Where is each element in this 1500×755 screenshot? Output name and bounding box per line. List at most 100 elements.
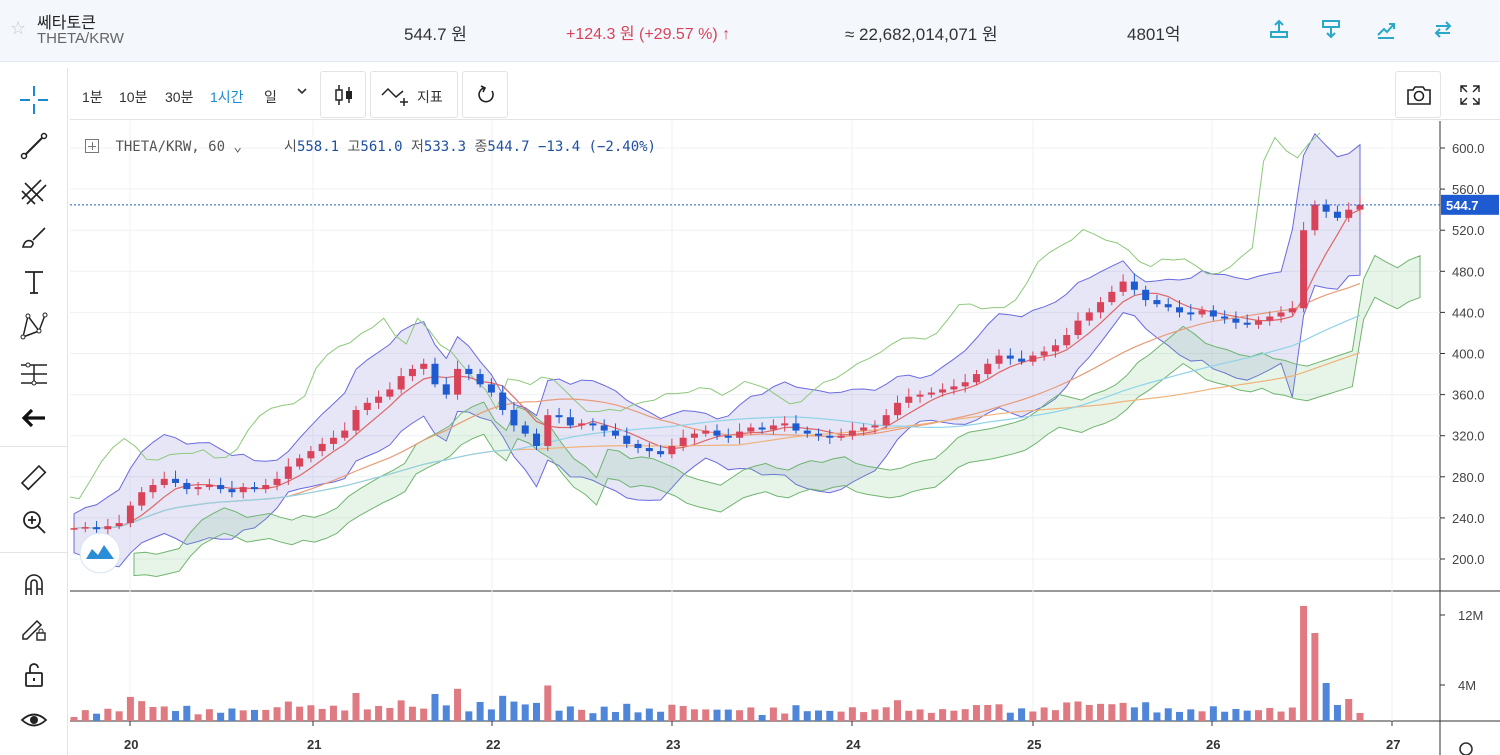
volume-bar	[1097, 703, 1105, 721]
fib-icon[interactable]	[14, 174, 54, 210]
candle-body	[972, 374, 980, 383]
indicators-button[interactable]: 지표	[370, 71, 458, 118]
watermark-logo-shape	[86, 545, 114, 559]
volume-bar	[837, 711, 845, 721]
legend-close: 544.7	[487, 139, 530, 155]
volume-bar	[510, 701, 518, 721]
volume-bar	[961, 709, 969, 721]
candle-body	[657, 451, 665, 455]
indicator-wave-icon	[381, 87, 408, 106]
coin-name: 쎄타토큰	[37, 15, 96, 32]
tf-1min[interactable]: 1분	[82, 89, 103, 105]
volume-bar	[442, 705, 450, 721]
reset-button[interactable]	[462, 71, 508, 118]
volume-bar	[972, 705, 980, 721]
candle-body	[93, 527, 101, 530]
volume-bar	[1300, 606, 1308, 721]
candle-body	[1040, 351, 1048, 356]
back-arrow-icon[interactable]	[14, 400, 54, 436]
export-icon[interactable]	[1268, 18, 1290, 40]
volume-bar	[487, 709, 495, 721]
favorite-star-icon[interactable]: ☆	[10, 18, 27, 38]
volume-bar	[1063, 702, 1071, 721]
tf-10min[interactable]: 10분	[119, 89, 148, 105]
volume-bar	[657, 711, 665, 721]
volume-bar	[183, 705, 191, 721]
volume-bar	[1345, 699, 1353, 721]
price-tick-label-6: 360.0	[1452, 388, 1485, 403]
zoom-in-icon[interactable]	[14, 504, 54, 540]
candle-body	[893, 402, 901, 416]
volume-bar	[205, 709, 213, 721]
candle-body	[115, 523, 123, 527]
measure-icon[interactable]	[14, 356, 54, 392]
candle-body	[589, 423, 597, 426]
candle-body	[555, 415, 563, 418]
volume-bar	[950, 710, 958, 721]
candle-body	[860, 427, 868, 431]
candle-body	[781, 423, 789, 426]
pin-down-icon[interactable]	[1320, 18, 1342, 40]
volume-bar	[239, 710, 247, 721]
volume-bar	[1142, 702, 1150, 721]
pattern-icon[interactable]	[14, 308, 54, 344]
swap-icon[interactable]	[1432, 18, 1454, 40]
volume-bar	[555, 710, 563, 721]
candle-body	[950, 386, 958, 390]
candle-body	[815, 433, 823, 436]
settings-gear-icon[interactable]	[1459, 742, 1473, 755]
legend-symbol[interactable]: THETA/KRW, 60	[115, 139, 226, 155]
volume-bar	[431, 693, 439, 721]
volume-bar	[341, 710, 349, 721]
legend-expand-icon[interactable]	[85, 139, 99, 153]
text-icon[interactable]	[14, 264, 54, 300]
volume-bar	[747, 707, 755, 721]
screenshot-button[interactable]	[1395, 71, 1441, 118]
lock-draw-icon[interactable]	[14, 610, 54, 646]
magnet-icon[interactable]	[14, 566, 54, 602]
price-tick-label-9: 240.0	[1452, 511, 1485, 526]
candle-body	[736, 431, 744, 438]
candle-type-button[interactable]	[320, 71, 366, 118]
trend-up-icon[interactable]	[1375, 18, 1397, 40]
tf-1hour[interactable]: 1시간	[210, 89, 244, 105]
volume-tick-label-0: 12M	[1458, 608, 1483, 623]
fullscreen-button[interactable]	[1447, 71, 1493, 118]
candle-body	[386, 389, 394, 397]
candle-body	[172, 478, 180, 483]
legend-symbol-chevron-icon[interactable]: ⌄	[233, 139, 242, 155]
candle-body	[533, 433, 541, 446]
candle-body	[544, 415, 552, 446]
candle-body	[420, 363, 428, 369]
volume-bar	[93, 713, 101, 721]
volume-bar	[634, 712, 642, 721]
tf-day[interactable]: 일	[264, 89, 277, 105]
volume-bar	[848, 707, 856, 721]
volume-bar	[454, 688, 462, 721]
volume-bar	[769, 707, 777, 721]
trendline-icon[interactable]	[14, 128, 54, 164]
crosshair-icon[interactable]	[14, 82, 54, 118]
volume-bar	[1209, 706, 1217, 721]
time-tick-label-4: 24	[846, 737, 861, 752]
candle-body	[1345, 209, 1353, 218]
brush-icon[interactable]	[14, 220, 54, 256]
legend-open-label: 시	[284, 139, 297, 155]
price-tick-label-2: 520.0	[1452, 223, 1485, 238]
candle-body	[1130, 281, 1138, 290]
chevron-down-icon[interactable]	[296, 84, 308, 100]
price-chart[interactable]: 600.0 560.0 520.0 480.0 440.0 400.0 360.0 320.0…	[70, 121, 1500, 755]
ruler-icon[interactable]	[14, 460, 54, 496]
candle-body	[228, 489, 236, 493]
unlock-icon[interactable]	[14, 656, 54, 692]
volume-bar	[1187, 709, 1195, 721]
tf-30min[interactable]: 30분	[165, 89, 194, 105]
volume-bar	[600, 706, 608, 721]
volume-bar	[329, 705, 337, 721]
volume-bar	[172, 711, 180, 721]
eye-icon[interactable]	[14, 702, 54, 738]
candle-body	[1108, 291, 1116, 303]
candle-body	[1232, 318, 1240, 323]
candle-body	[126, 505, 134, 524]
candle-body	[927, 392, 935, 395]
